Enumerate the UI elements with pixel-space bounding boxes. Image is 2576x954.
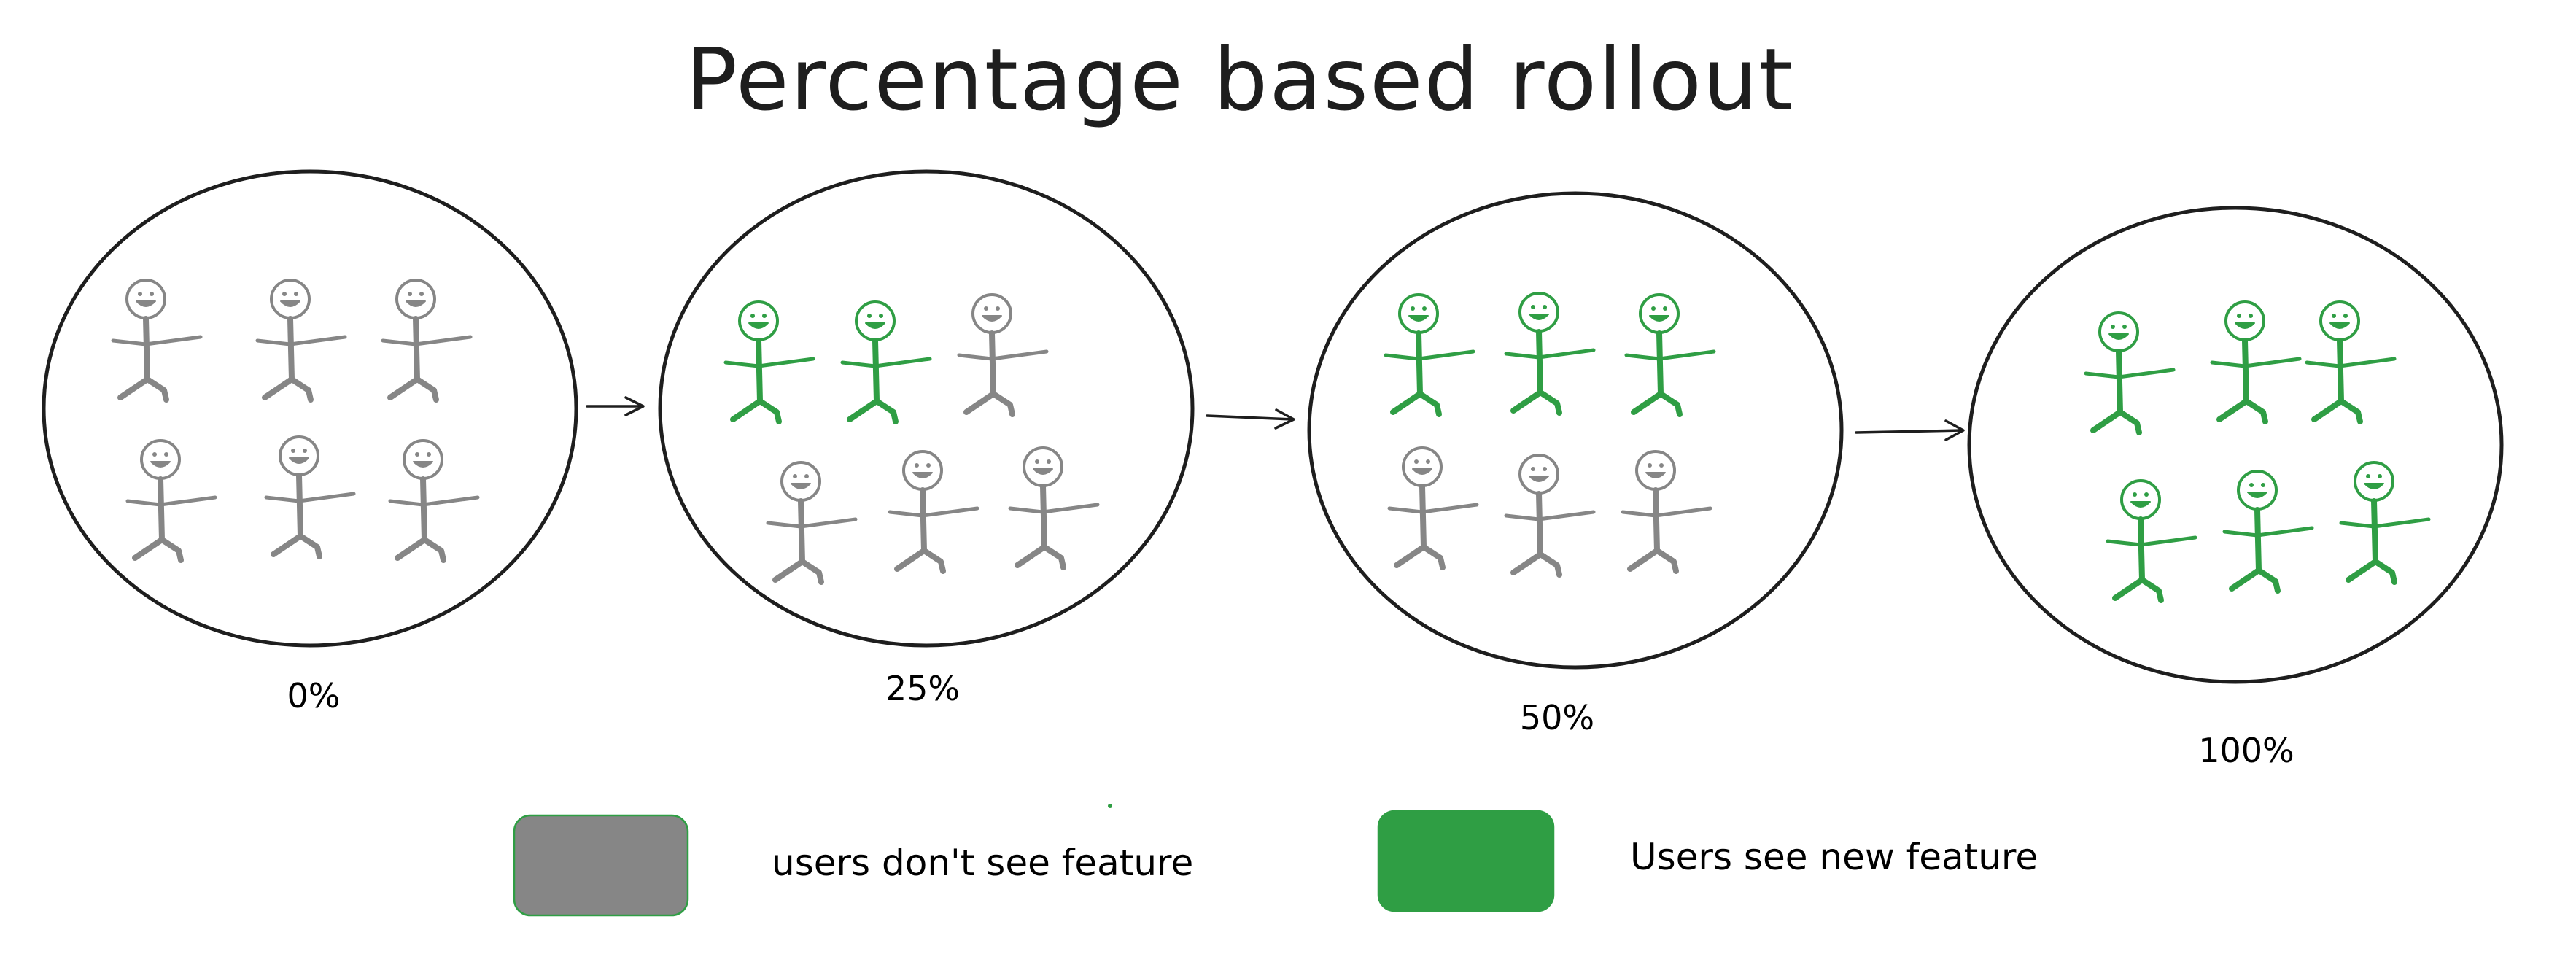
- user-figure-stage1-0: [723, 300, 815, 424]
- user-figure-stage0-5: [388, 439, 480, 563]
- user-figure-stage0-2: [381, 279, 473, 403]
- group-circle-25: [658, 169, 1195, 648]
- arrow-0-to-25: [586, 396, 645, 416]
- stage-label-100: 100%: [2198, 731, 2294, 770]
- user-figure-stage3-0: [2084, 311, 2176, 435]
- user-figure-stage0-3: [125, 439, 217, 563]
- user-figure-stage1-3: [766, 461, 858, 585]
- user-figure-stage2-5: [1621, 450, 1712, 574]
- user-figure-stage2-0: [1384, 293, 1475, 417]
- legend-swatch-green: [1377, 810, 1555, 912]
- user-figure-stage1-2: [957, 293, 1049, 417]
- user-figure-stage2-2: [1624, 293, 1716, 417]
- group-circle-0: [42, 169, 578, 648]
- users-layer: [111, 279, 2431, 603]
- user-figure-stage3-1: [2210, 300, 2302, 424]
- user-figure-stage0-0: [111, 279, 203, 403]
- user-figure-stage3-2: [2305, 300, 2397, 424]
- user-figure-stage1-1: [840, 300, 932, 424]
- user-figure-stage2-4: [1504, 454, 1596, 578]
- arrow-25-to-50: [1206, 408, 1295, 430]
- legend-swatch-grey: [513, 814, 689, 917]
- diagram-title: Percentage based rollout: [686, 29, 1794, 130]
- group-circle-100: [1967, 206, 2504, 684]
- stage-label-0: 0%: [287, 676, 341, 716]
- stage-label-50: 50%: [1520, 698, 1594, 737]
- user-figure-stage2-1: [1504, 292, 1596, 416]
- stray-dot: [1108, 804, 1112, 808]
- user-figure-stage1-4: [888, 450, 979, 574]
- user-figure-stage3-5: [2339, 461, 2431, 585]
- group-circle-50: [1307, 191, 1844, 670]
- arrow-50-to-100: [1855, 419, 1965, 441]
- legend-label-new-feature: Users see new feature: [1630, 836, 2038, 878]
- user-figure-stage3-3: [2106, 479, 2197, 603]
- legend-label-no-feature: users don't see feature: [772, 842, 1193, 884]
- user-figure-stage0-4: [264, 435, 356, 559]
- user-figure-stage1-5: [1008, 446, 1100, 570]
- user-figure-stage2-3: [1387, 446, 1479, 570]
- stage-label-25: 25%: [885, 669, 960, 708]
- user-figure-stage3-4: [2222, 470, 2314, 594]
- user-figure-stage0-1: [255, 279, 347, 403]
